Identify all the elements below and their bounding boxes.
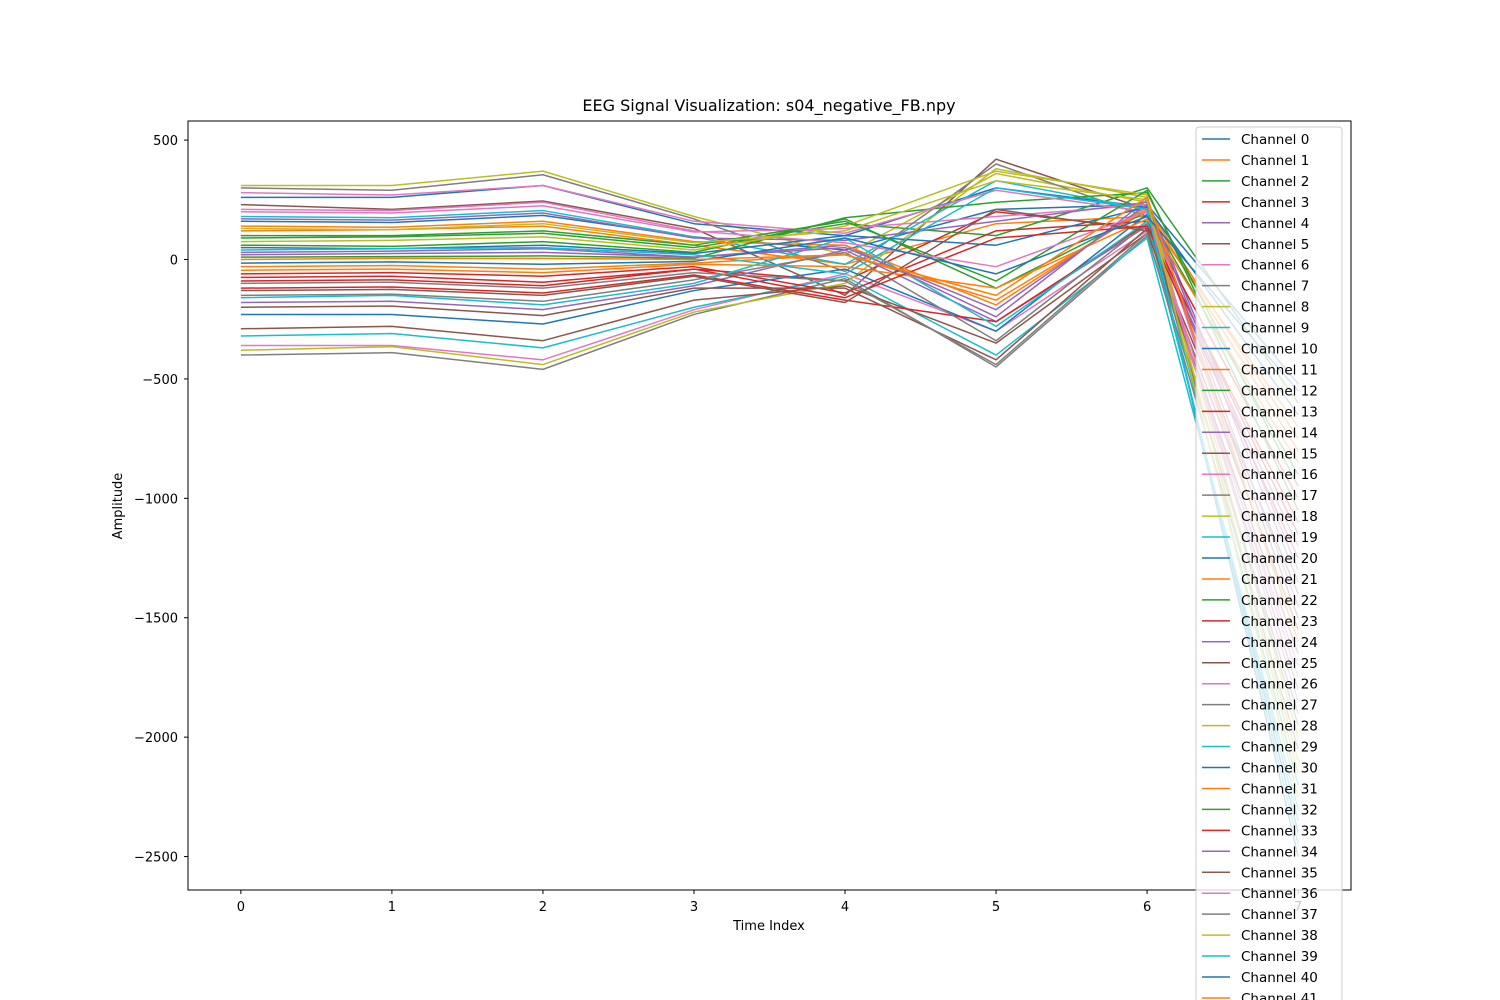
series-line-channel-34 xyxy=(240,203,1299,607)
series-line-channel-5 xyxy=(240,158,1299,619)
legend-label-channel-4: Channel 4 xyxy=(1241,216,1309,232)
series-lines xyxy=(240,158,1299,857)
y-tick-label: 0 xyxy=(170,254,178,269)
legend-label-channel-5: Channel 5 xyxy=(1241,237,1309,253)
series-line-channel-21 xyxy=(240,206,1299,440)
legend-label-channel-29: Channel 29 xyxy=(1241,740,1318,756)
series-line-channel-12 xyxy=(240,187,1299,404)
series-line-channel-20 xyxy=(240,213,1299,833)
series-line-channel-25 xyxy=(240,227,1299,630)
legend-label-channel-14: Channel 14 xyxy=(1241,425,1318,441)
legend-label-channel-41: Channel 41 xyxy=(1241,991,1318,1000)
y-tick-label: −2000 xyxy=(134,731,178,746)
legend-label-channel-1: Channel 1 xyxy=(1241,153,1309,169)
x-tick-label: 6 xyxy=(1143,900,1151,915)
series-line-channel-33 xyxy=(240,225,1299,559)
legend-label-channel-24: Channel 24 xyxy=(1241,635,1318,651)
legend-label-channel-23: Channel 23 xyxy=(1241,614,1318,630)
series-line-channel-9 xyxy=(240,237,1299,809)
series-line-channel-11 xyxy=(240,208,1299,451)
legend-label-channel-15: Channel 15 xyxy=(1241,446,1318,462)
series-line-channel-13 xyxy=(240,220,1299,499)
legend-label-channel-18: Channel 18 xyxy=(1241,509,1318,525)
series-line-channel-28 xyxy=(240,170,1299,774)
legend-label-channel-21: Channel 21 xyxy=(1241,572,1318,588)
series-line-channel-18 xyxy=(240,168,1299,738)
legend-label-channel-3: Channel 3 xyxy=(1241,195,1309,211)
series-line-channel-40 xyxy=(240,215,1299,392)
legend-label-channel-10: Channel 10 xyxy=(1241,342,1318,358)
x-tick-label: 2 xyxy=(539,900,547,915)
legend-label-channel-40: Channel 40 xyxy=(1241,970,1318,986)
legend-label-channel-33: Channel 33 xyxy=(1241,823,1318,839)
x-tick-label: 4 xyxy=(841,900,849,915)
legend-label-channel-0: Channel 0 xyxy=(1241,132,1309,148)
y-tick-label: −500 xyxy=(142,373,178,388)
legend-label-channel-9: Channel 9 xyxy=(1241,321,1309,337)
series-line-channel-31 xyxy=(240,218,1299,463)
legend-label-channel-7: Channel 7 xyxy=(1241,279,1309,295)
legend-label-channel-17: Channel 17 xyxy=(1241,488,1318,504)
legend-label-channel-31: Channel 31 xyxy=(1241,781,1318,797)
legend-label-channel-35: Channel 35 xyxy=(1241,865,1318,881)
legend-label-channel-36: Channel 36 xyxy=(1241,886,1318,902)
x-tick-label: 0 xyxy=(237,900,245,915)
y-tick-label: 500 xyxy=(153,134,178,149)
legend-label-channel-11: Channel 11 xyxy=(1241,362,1318,378)
legend-label-channel-34: Channel 34 xyxy=(1241,844,1318,860)
series-line-channel-15 xyxy=(240,232,1299,595)
series-line-channel-16 xyxy=(240,203,1299,642)
legend-label-channel-28: Channel 28 xyxy=(1241,719,1318,735)
x-tick-label: 3 xyxy=(690,900,698,915)
series-line-channel-19 xyxy=(240,179,1299,786)
series-line-channel-35 xyxy=(240,208,1299,654)
legend-label-channel-27: Channel 27 xyxy=(1241,698,1318,714)
series-line-channel-38 xyxy=(240,179,1299,798)
legend-label-channel-38: Channel 38 xyxy=(1241,928,1318,944)
chart-title: EEG Signal Visualization: s04_negative_F… xyxy=(582,96,955,116)
legend-label-channel-16: Channel 16 xyxy=(1241,467,1318,483)
legend-label-channel-12: Channel 12 xyxy=(1241,383,1318,399)
legend-label-channel-8: Channel 8 xyxy=(1241,300,1309,316)
series-line-channel-26 xyxy=(240,184,1299,678)
series-line-channel-14 xyxy=(240,225,1299,547)
series-line-channel-10 xyxy=(240,184,1299,857)
series-line-channel-37 xyxy=(240,232,1299,750)
series-line-channel-27 xyxy=(240,222,1299,726)
legend-label-channel-19: Channel 19 xyxy=(1241,530,1318,546)
legend-label-channel-6: Channel 6 xyxy=(1241,258,1309,274)
legend-label-channel-30: Channel 30 xyxy=(1241,761,1318,777)
series-line-channel-29 xyxy=(240,220,1299,821)
y-tick-label: −1000 xyxy=(134,492,178,507)
y-tick-label: −1500 xyxy=(134,612,178,627)
legend-label-channel-32: Channel 32 xyxy=(1241,802,1318,818)
legend-label-channel-20: Channel 20 xyxy=(1241,551,1318,567)
series-line-channel-41 xyxy=(240,196,1299,642)
legend-label-channel-37: Channel 37 xyxy=(1241,907,1318,923)
series-line-channel-39 xyxy=(240,187,1299,845)
legend-label-channel-2: Channel 2 xyxy=(1241,174,1309,190)
x-axis-label: Time Index xyxy=(732,919,805,934)
y-tick-label: −2500 xyxy=(134,851,178,866)
series-line-channel-23 xyxy=(240,222,1299,535)
x-tick-label: 5 xyxy=(992,900,1000,915)
legend-box xyxy=(1195,126,1343,1000)
legend-label-channel-25: Channel 25 xyxy=(1241,656,1318,672)
legend-label-channel-13: Channel 13 xyxy=(1241,404,1318,420)
legend-label-channel-39: Channel 39 xyxy=(1241,949,1318,965)
x-tick-label: 1 xyxy=(388,900,396,915)
legend-label-channel-26: Channel 26 xyxy=(1241,677,1318,693)
legend[interactable]: Channel 0 Channel 1 Channel 2 Channel 3 Chan… xyxy=(1195,126,1343,1000)
axes-frame xyxy=(187,120,1352,891)
y-axis: 500 0 −500 −1000 −1500 −2000 −2500 xyxy=(134,134,188,866)
y-axis-label: Amplitude xyxy=(111,473,126,540)
legend-label-channel-22: Channel 22 xyxy=(1241,593,1318,609)
x-axis: 01234567 xyxy=(237,890,1302,915)
